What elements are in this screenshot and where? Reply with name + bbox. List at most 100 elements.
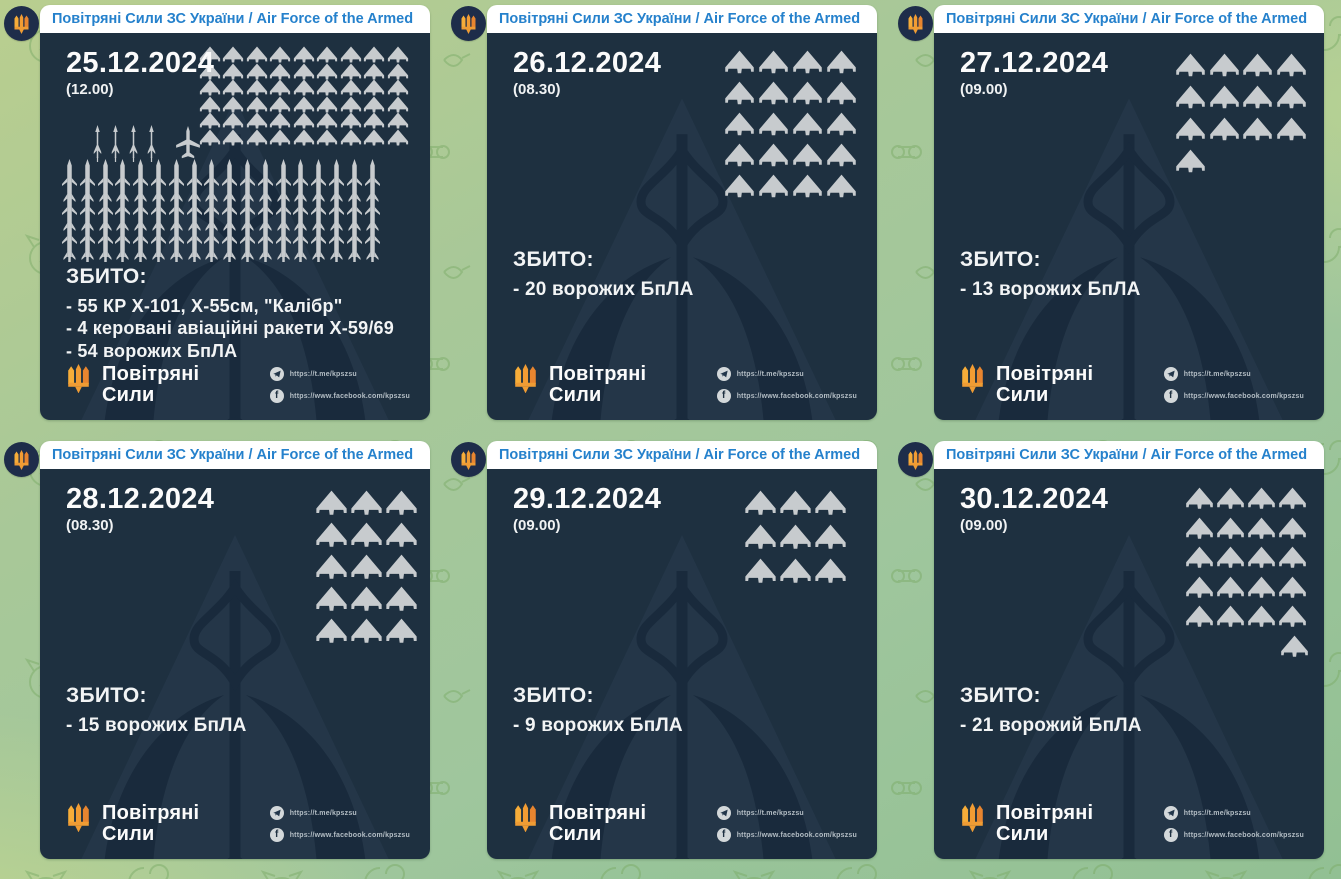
drone-icon: [1279, 517, 1306, 539]
date-text: 27.12.2024: [960, 47, 1109, 79]
cruise-missile-icon: [311, 217, 327, 262]
channel-header[interactable]: Повітряні Сили ЗС України / Air Force of…: [40, 5, 430, 33]
cruise-missile-icon: [239, 159, 255, 204]
shot-down-heading: ЗБИТО:: [66, 265, 147, 288]
drone-icon: [363, 128, 385, 146]
guided-rocket-icon: [129, 125, 138, 162]
air-force-emblem-watermark: [934, 33, 1324, 420]
message-bubble: Повітряні Сили ЗС України / Air Force of…: [40, 441, 430, 859]
drone-icon: [1209, 117, 1239, 141]
time-text: (09.00): [513, 517, 561, 534]
drone-icon: [246, 46, 267, 63]
telegram-icon: [716, 367, 731, 381]
drone-icon: [316, 62, 338, 80]
infographic-image[interactable]: 25.12.2024 (12.00) ЗБИТО: - 55 КР Х-101,…: [40, 33, 430, 420]
cruise-missile-icon: [186, 217, 202, 262]
channel-title[interactable]: Повітряні Сили ЗС України / Air Force of…: [52, 447, 418, 463]
drone-pictogram-grid: [744, 490, 849, 592]
drone-icon: [316, 79, 338, 96]
drone-icon: [1186, 517, 1213, 539]
drone-icon: [815, 558, 846, 583]
channel-title[interactable]: Повітряні Сили ЗС України / Air Force of…: [946, 11, 1312, 27]
drone-icon: [827, 143, 856, 167]
drone-icon: [1217, 487, 1244, 509]
drone-icon: [1217, 517, 1244, 539]
telegram-icon: [1163, 367, 1178, 381]
drone-pictogram-grid: [1185, 487, 1309, 664]
cruise-missile-icon: [364, 159, 380, 204]
drone-icon: [793, 174, 822, 198]
shot-down-heading: ЗБИТО:: [960, 248, 1041, 271]
channel-header[interactable]: Повітряні Сили ЗС України / Air Force of…: [934, 441, 1324, 469]
telegram-url: https://t.me/kpszsu: [1183, 809, 1251, 817]
infographic-image[interactable]: 26.12.2024 (08.30) ЗБИТО: - 20 ворожих Б…: [487, 33, 877, 420]
channel-header[interactable]: Повітряні Сили ЗС України / Air Force of…: [40, 441, 430, 469]
shot-down-item: - 9 ворожих БпЛА: [513, 715, 683, 736]
infographic-image[interactable]: 30.12.2024 (09.00) ЗБИТО: - 21 ворожий Б…: [934, 469, 1324, 859]
trident-icon: [461, 13, 476, 34]
date-text: 26.12.2024: [513, 47, 662, 79]
trident-icon: [66, 364, 91, 398]
drone-icon: [780, 524, 811, 549]
cruise-missile-icon: [293, 188, 309, 233]
logo-line2: Сили: [102, 823, 155, 845]
facebook-url: https://www.facebook.com/kpszsu: [1183, 831, 1304, 839]
channel-avatar[interactable]: [4, 6, 39, 41]
drone-icon: [293, 62, 314, 80]
emblem-graphic: [975, 98, 1283, 420]
shot-down-heading: ЗБИТО:: [960, 684, 1041, 707]
drone-icon: [745, 524, 776, 549]
time-text: (08.30): [513, 81, 561, 98]
facebook-url: https://www.facebook.com/kpszsu: [289, 392, 410, 400]
channel-header[interactable]: Повітряні Сили ЗС України / Air Force of…: [487, 441, 877, 469]
emblem-graphic: [528, 535, 836, 859]
cruise-missile-icon: [62, 159, 77, 204]
facebook-url: https://www.facebook.com/kpszsu: [736, 392, 857, 400]
drone-icon: [827, 174, 856, 198]
drone-icon: [1276, 117, 1306, 141]
trident-icon: [515, 803, 536, 833]
shot-down-heading: ЗБИТО:: [513, 684, 594, 707]
logo-line2: Сили: [549, 384, 602, 406]
channel-title[interactable]: Повітряні Сили ЗС України / Air Force of…: [52, 11, 418, 27]
channel-avatar[interactable]: [451, 6, 486, 41]
drone-icon: [222, 128, 244, 146]
infographic-image[interactable]: 28.12.2024 (08.30) ЗБИТО: - 15 ворожих Б…: [40, 469, 430, 859]
drone-icon: [363, 62, 385, 80]
shot-down-item: - 20 ворожих БпЛА: [513, 279, 694, 300]
drone-icon: [269, 112, 291, 129]
date-text: 29.12.2024: [513, 483, 662, 515]
drone-icon: [351, 554, 382, 579]
drone-icon: [222, 95, 244, 113]
cruise-missile-icon: [222, 188, 238, 233]
infographic-image[interactable]: 27.12.2024 (09.00) ЗБИТО: - 13 ворожих Б…: [934, 33, 1324, 420]
facebook-icon: f: [716, 828, 731, 842]
drone-icon: [725, 50, 754, 74]
message-bubble: Повітряні Сили ЗС України / Air Force of…: [487, 5, 877, 420]
trident-icon: [68, 364, 89, 394]
channel-avatar[interactable]: [898, 442, 933, 477]
cruise-missile-icon: [222, 217, 238, 262]
drone-icon: [1248, 576, 1275, 598]
report-date: 25.12.2024 (12.00): [66, 47, 214, 98]
channel-title[interactable]: Повітряні Сили ЗС України / Air Force of…: [499, 11, 865, 27]
drone-icon: [363, 112, 385, 129]
channel-avatar[interactable]: [898, 6, 933, 41]
cruise-missile-icon: [328, 159, 344, 204]
time-text: (09.00): [960, 517, 1008, 534]
drone-icon: [293, 46, 314, 63]
channel-avatar[interactable]: [4, 442, 39, 477]
cruise-missile-icon: [222, 159, 238, 204]
telegram-url: https://t.me/kpszsu: [289, 370, 357, 378]
drone-icon: [340, 128, 361, 146]
channel-avatar[interactable]: [451, 442, 486, 477]
channel-header[interactable]: Повітряні Сили ЗС України / Air Force of…: [934, 5, 1324, 33]
channel-header[interactable]: Повітряні Сили ЗС України / Air Force of…: [487, 5, 877, 33]
drone-icon: [199, 46, 220, 63]
channel-title[interactable]: Повітряні Сили ЗС України / Air Force of…: [499, 447, 865, 463]
drone-icon: [759, 143, 788, 167]
drone-icon: [1279, 605, 1306, 627]
infographic-image[interactable]: 29.12.2024 (09.00) ЗБИТО: - 9 ворожих Бп…: [487, 469, 877, 859]
channel-title[interactable]: Повітряні Сили ЗС України / Air Force of…: [946, 447, 1312, 463]
